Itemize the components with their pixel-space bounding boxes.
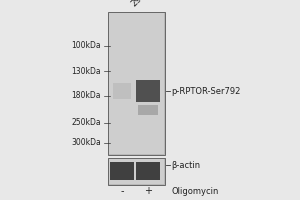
Bar — [136, 162, 160, 180]
Text: -: - — [120, 186, 124, 196]
Text: 250kDa: 250kDa — [71, 118, 101, 127]
Text: p-RPTOR-Ser792: p-RPTOR-Ser792 — [171, 86, 240, 96]
Bar — [110, 162, 134, 180]
Bar — [138, 105, 158, 115]
Text: +: + — [144, 186, 152, 196]
Bar — [108, 158, 165, 185]
Text: Oligomycin: Oligomycin — [171, 186, 218, 196]
Bar — [108, 12, 165, 155]
Bar — [109, 13, 164, 154]
Text: 293T: 293T — [130, 0, 152, 8]
Text: 130kDa: 130kDa — [71, 67, 101, 76]
Text: β-actin: β-actin — [171, 160, 200, 170]
Text: 300kDa: 300kDa — [71, 138, 101, 147]
Text: 100kDa: 100kDa — [71, 41, 101, 50]
Bar — [109, 159, 164, 184]
Bar — [136, 80, 160, 102]
Text: 180kDa: 180kDa — [71, 91, 101, 100]
Bar — [113, 83, 131, 99]
